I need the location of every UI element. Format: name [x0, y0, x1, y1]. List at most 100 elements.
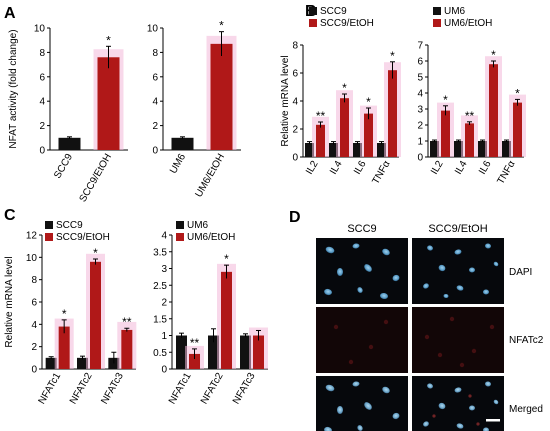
- chart-c2-y-tick-label: 1.5: [153, 314, 167, 325]
- panel-letter-c: C: [4, 207, 16, 224]
- chart-b2-y-tick-label: 7: [417, 41, 423, 52]
- nfatc2-signal: [333, 324, 339, 330]
- chart-b1-significance-mark: *: [366, 95, 371, 109]
- nucleus: [493, 399, 499, 405]
- nfatc2-signal: [437, 352, 443, 358]
- chart-c2-category-label: NFATc2: [199, 371, 226, 407]
- chart-a2-significance-mark: *: [219, 19, 224, 33]
- chart-b1-y-tick-label: 0: [292, 153, 298, 164]
- chart-b1-legend-swatch-0: [309, 7, 317, 15]
- chart-b1-bar-s0-3: [377, 143, 386, 157]
- nucleus: [364, 402, 372, 410]
- chart-b1-bar-s0-1: [329, 143, 338, 157]
- nucleus: [438, 264, 446, 272]
- chart-b2-bar-s0-3: [502, 141, 511, 157]
- chart-c2-y-tick-label: 2.5: [153, 281, 167, 292]
- nucleus: [423, 421, 429, 427]
- micrograph-column-title-scc9: SCC9: [347, 223, 376, 235]
- chart-c2-legend-label-0: UM6: [187, 220, 209, 231]
- micrograph-merged-scc9: [316, 376, 408, 431]
- chart-b2-y-tick-label: 5: [417, 73, 423, 84]
- micrograph-column-title-scc9-etoh: SCC9/EtOH: [428, 223, 487, 235]
- nfatc2-signal: [432, 414, 436, 418]
- chart-b2-category-label: IL2: [429, 159, 446, 177]
- chart-b2-bar-s1-3: [513, 102, 522, 157]
- nucleus: [485, 243, 491, 249]
- chart-b1-significance-mark: **: [316, 109, 326, 123]
- micrograph-dapi-scc9: [316, 238, 408, 304]
- chart-b2-legend-label-0: UM6: [444, 6, 466, 17]
- chart-c1-significance-mark: **: [122, 315, 132, 329]
- nucleus: [325, 246, 335, 254]
- micrograph-row-label-nfatc2: NFATc2: [509, 335, 544, 346]
- chart-b1-legend-label-0: SCC9: [320, 6, 347, 17]
- chart-c1-y-tick-label: 0: [31, 365, 37, 376]
- nucleus: [352, 381, 360, 387]
- chart-c1-bar-s0-1: [77, 357, 88, 369]
- chart-c1-y-tick-label: 8: [31, 275, 37, 286]
- chart-c1-bar-s0-2: [108, 357, 120, 369]
- chart-c1-legend-swatch-1: [45, 233, 53, 241]
- chart-c2-um6-nfat-mrna: 0 0.5 1 1.5 2 2.5 3 3.5 4 ** NFATc1 * NFATc2 NFATc3 UM…: [153, 220, 268, 406]
- chart-b1-significance-mark: *: [342, 81, 347, 95]
- chart-b1-legend-swatch-1: [309, 19, 317, 27]
- nfatc2-signal: [471, 348, 477, 354]
- nucleus: [485, 381, 491, 387]
- chart-b1-category-label: IL2: [304, 159, 321, 177]
- chart-b2-y-tick-label: 1: [417, 137, 423, 148]
- chart-c1-y-axis-label: Relative mRNA level: [4, 256, 15, 347]
- nfatc2-signal: [424, 334, 430, 340]
- nucleus: [380, 292, 388, 300]
- nucleus: [427, 245, 433, 251]
- chart-c1-y-tick-label: 10: [26, 253, 38, 264]
- nfatc2-signal: [368, 344, 374, 350]
- chart-a1-y-tick-label: 4: [39, 97, 45, 108]
- micrograph-row-label-dapi: DAPI: [509, 267, 532, 278]
- chart-c2-significance-mark: **: [190, 336, 200, 350]
- nfatc2-signal: [449, 316, 455, 322]
- chart-b1-category-label: TNFα: [370, 159, 392, 187]
- chart-b1-bar-s1-1: [340, 98, 349, 157]
- chart-c2-y-tick-label: 0: [161, 365, 167, 376]
- chart-a1-y-tick-label: 10: [34, 24, 46, 35]
- chart-c2-bar-s0-1: [208, 335, 219, 369]
- nucleus: [456, 285, 464, 291]
- chart-b1-bar-s1-3: [388, 70, 397, 157]
- chart-b2-bar-s1-2: [489, 64, 498, 157]
- chart-c2-y-tick-label: 2: [161, 298, 167, 309]
- nucleus: [324, 426, 332, 431]
- chart-b1-legend-label-1: SCC9/EtOH: [320, 18, 374, 29]
- chart-a2-category-label: UM6: [168, 152, 188, 176]
- nucleus: [352, 243, 360, 249]
- chart-a2-y-tick-label: 0: [152, 146, 158, 157]
- nucleus: [392, 274, 400, 282]
- chart-c2-legend-swatch-0: [176, 221, 184, 229]
- chart-b2-y-tick-label: 3: [417, 105, 423, 116]
- chart-a1-category-label: SCC9: [52, 152, 75, 181]
- nucleus: [454, 387, 462, 393]
- chart-c1-category-label: NFATc1: [37, 371, 64, 407]
- chart-a2-um6-nfat-activity: 0 2 4 6 8 10 UM6 * UM6/EtOH: [147, 19, 241, 199]
- chart-b1-bar-s0-2: [353, 143, 362, 157]
- chart-b2-significance-mark: *: [491, 48, 496, 62]
- chart-b2-bar-s1-1: [465, 123, 474, 157]
- chart-a2-category-label: UM6/EtOH: [193, 152, 227, 199]
- chart-c2-y-tick-label: 1: [161, 331, 167, 342]
- nucleus: [364, 264, 372, 272]
- chart-c1-y-tick-label: 4: [31, 320, 37, 331]
- nucleus: [483, 289, 489, 295]
- chart-c1-category-label: NFATc3: [99, 371, 126, 407]
- nfatc2-signal: [468, 394, 472, 398]
- micrograph-panel: SCC9 SCC9/EtOH DAPI NFATc2 Merged: [316, 223, 544, 431]
- nucleus: [357, 425, 363, 431]
- nucleus: [357, 287, 363, 293]
- micrograph-dapi-scc9-etoh: [412, 238, 504, 304]
- chart-c1-legend-label-1: SCC9/EtOH: [56, 232, 110, 243]
- chart-a1-y-tick-label: 6: [39, 72, 45, 83]
- chart-b2-category-label: IL6: [477, 159, 494, 177]
- chart-c2-category-label: NFATc1: [167, 371, 194, 407]
- chart-b2-bar-s0-1: [454, 141, 463, 157]
- chart-b1-bar-s0-0: [305, 143, 314, 157]
